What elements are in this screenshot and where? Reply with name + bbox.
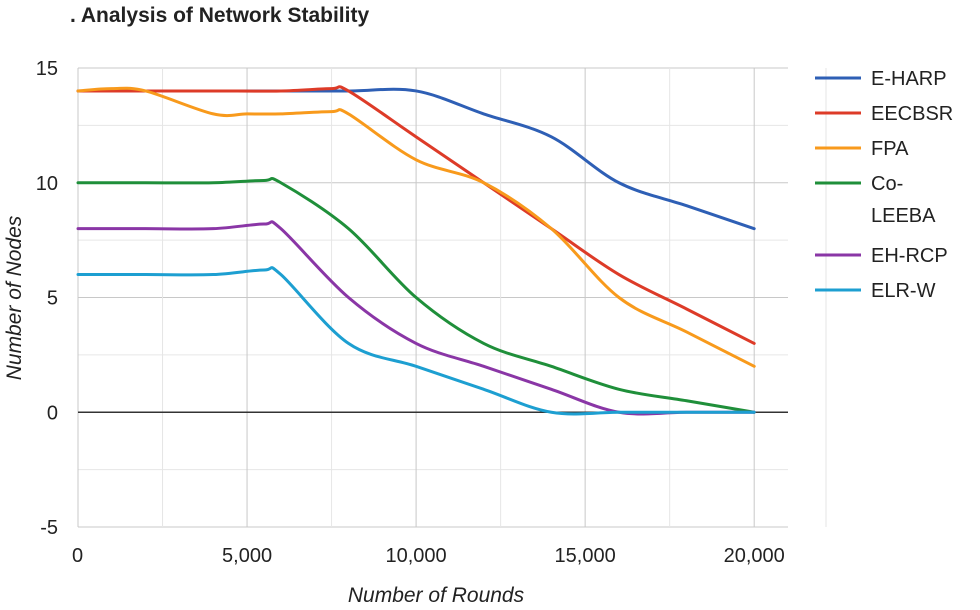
legend-label: ELR-W bbox=[871, 280, 936, 302]
series-lines bbox=[76, 85, 756, 416]
series-line-elr-w bbox=[76, 266, 756, 416]
legend-item-fpa: FPA bbox=[815, 138, 909, 160]
legend-label: EECBSR bbox=[871, 103, 953, 125]
legend-label: E-HARP bbox=[871, 68, 947, 90]
series-line-co-leeba bbox=[76, 177, 756, 414]
legend-item-elr-w: ELR-W bbox=[815, 280, 936, 302]
x-tick-label: 20,000 bbox=[724, 545, 785, 567]
x-axis-title: Number of Rounds bbox=[348, 584, 525, 607]
series-line-eecbsr bbox=[76, 85, 756, 345]
legend-label: EH-RCP bbox=[871, 245, 948, 267]
legend-label: LEEBA bbox=[871, 205, 936, 227]
y-tick-label: 10 bbox=[36, 173, 58, 195]
legend-item-co-leeba: Co- LEEBA bbox=[815, 173, 936, 227]
tick-labels: -5 0 5 10 15 0 5,000 10,000 15,000 20,000 bbox=[36, 58, 785, 567]
y-axis-title: Number of Nodes bbox=[3, 215, 26, 380]
x-tick-label: 15,000 bbox=[555, 545, 616, 567]
legend-label: FPA bbox=[871, 138, 909, 160]
series-line-fpa bbox=[76, 86, 756, 368]
legend-item-eecbsr: EECBSR bbox=[815, 103, 953, 125]
y-tick-label: 15 bbox=[36, 58, 58, 80]
x-tick-label: 0 bbox=[72, 545, 83, 567]
grid-lines bbox=[77, 67, 827, 528]
chart-title: . Analysis of Network Stability bbox=[70, 4, 370, 27]
x-tick-label: 10,000 bbox=[386, 545, 447, 567]
legend-item-eh-rcp: EH-RCP bbox=[815, 245, 948, 267]
legend-label: Co- bbox=[871, 173, 903, 195]
y-tick-label: 0 bbox=[47, 402, 58, 424]
axis-titles: Number of Rounds Number of Nodes bbox=[3, 215, 525, 607]
legend-item-e-harp: E-HARP bbox=[815, 68, 947, 90]
y-tick-label: -5 bbox=[40, 517, 58, 539]
x-tick-label: 5,000 bbox=[222, 545, 272, 567]
y-tick-label: 5 bbox=[47, 288, 58, 310]
legend: E-HARP EECBSR FPA Co- LEEBA EH-RCP ELR-W bbox=[815, 68, 953, 302]
